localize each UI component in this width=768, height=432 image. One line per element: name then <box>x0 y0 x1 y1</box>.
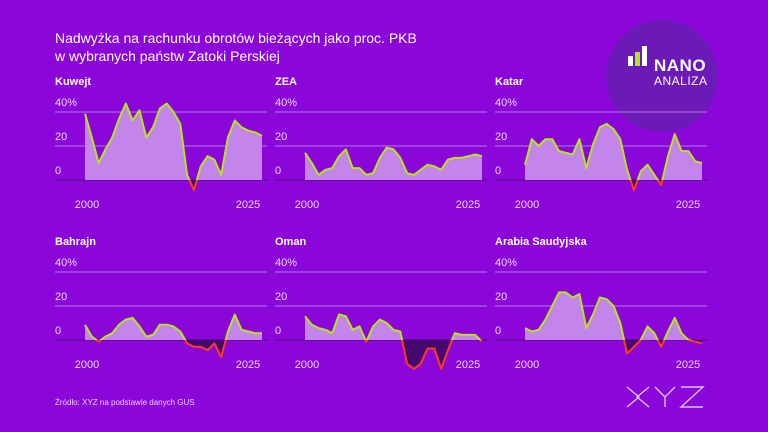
title-line-1: Nadwyżka na rachunku obrotów bieżących j… <box>55 30 417 46</box>
y-tick-label: 20 <box>495 131 507 143</box>
logo-nano: NANO <box>654 56 707 75</box>
series-line-positive <box>304 146 483 176</box>
y-tick-label: 40% <box>495 97 517 109</box>
y-tick-label: 0 <box>495 325 501 337</box>
x-tick-label: 2000 <box>295 359 319 371</box>
panel-title: Katar <box>495 76 524 88</box>
y-tick-label: 40% <box>495 257 517 269</box>
x-tick-label: 2000 <box>75 199 99 211</box>
y-tick-label: 40% <box>55 257 77 269</box>
positive-area <box>305 147 482 180</box>
y-tick-label: 20 <box>275 291 287 303</box>
negative-area <box>85 340 262 357</box>
chart-zea: 40% 20 0 2000 2025 <box>275 97 487 211</box>
x-tick-label: 2025 <box>456 359 480 371</box>
series-line-positive <box>524 291 693 340</box>
panel-title: ZEA <box>275 76 297 88</box>
positive-area <box>305 314 482 340</box>
positive-area <box>525 123 702 180</box>
series-line-positive <box>84 313 262 340</box>
chart-bahrajn: 40% 20 0 2000 2025 <box>55 257 267 371</box>
positive-area <box>85 103 262 180</box>
panel-title: Arabia Saudyjska <box>495 236 587 248</box>
y-tick-label: 40% <box>275 97 297 109</box>
positive-area <box>525 292 702 340</box>
title-line-2: w wybranych państw Zatoki Perskiej <box>55 48 280 64</box>
panel-title: Bahrajn <box>55 236 96 248</box>
y-tick-label: 0 <box>55 165 61 177</box>
positive-area <box>85 314 262 340</box>
x-tick-label: 2025 <box>676 199 700 211</box>
x-tick-label: 2000 <box>75 359 99 371</box>
chart-kuwejt: 40% 20 0 2000 2025 <box>55 97 267 211</box>
y-tick-label: 20 <box>495 291 507 303</box>
y-tick-label: 20 <box>55 291 67 303</box>
series-line-positive <box>524 122 703 180</box>
y-tick-label: 0 <box>55 325 61 337</box>
y-tick-label: 40% <box>55 97 77 109</box>
y-tick-label: 40% <box>275 257 297 269</box>
nano-analiza-logo: NANO ANALIZA <box>606 20 718 132</box>
logo-analiza: ANALIZA <box>654 74 708 88</box>
y-tick-label: 20 <box>275 131 287 143</box>
xyz-logo <box>626 386 705 408</box>
y-tick-label: 0 <box>495 165 501 177</box>
x-tick-label: 2000 <box>295 199 319 211</box>
x-tick-label: 2025 <box>236 359 260 371</box>
y-tick-label: 0 <box>275 325 281 337</box>
chart-oman: 40% 20 0 2000 2025 <box>275 257 487 371</box>
series-line-positive <box>304 313 482 340</box>
chart-title: Nadwyżka na rachunku obrotów bieżących j… <box>55 29 417 65</box>
chart-katar: 40% 20 0 2000 2025 <box>495 97 707 211</box>
source-note: Źródło: XYZ na podstawie danych GUS <box>55 398 195 407</box>
series-line-positive <box>84 102 263 180</box>
y-tick-label: 0 <box>275 165 281 177</box>
chart-arabia-saudyjska: 40% 20 0 2000 2025 <box>495 257 707 371</box>
negative-area <box>305 340 482 369</box>
x-tick-label: 2000 <box>515 359 539 371</box>
x-tick-label: 2025 <box>676 359 700 371</box>
x-tick-label: 2025 <box>236 199 260 211</box>
panel-title: Kuwejt <box>55 76 92 88</box>
y-tick-label: 20 <box>55 131 67 143</box>
x-tick-label: 2000 <box>515 199 539 211</box>
x-tick-label: 2025 <box>456 199 480 211</box>
panel-title: Oman <box>275 236 307 248</box>
